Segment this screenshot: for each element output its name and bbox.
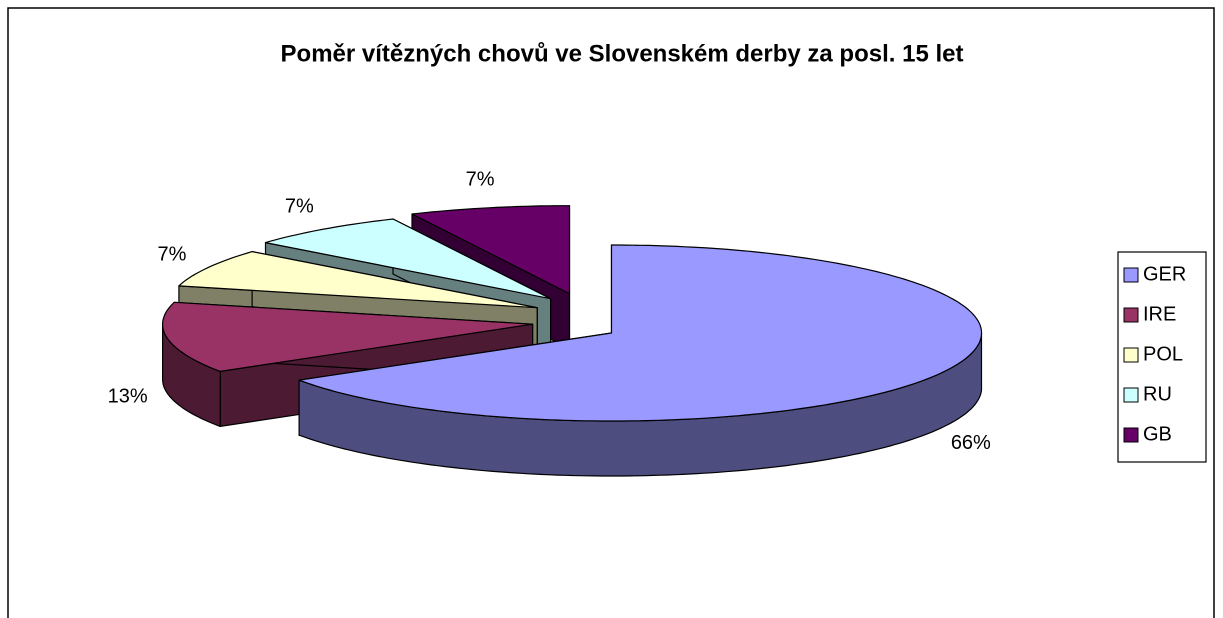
legend-label: POL <box>1143 343 1183 365</box>
data-label: 7% <box>466 169 495 191</box>
data-label: 7% <box>157 243 186 265</box>
legend-label: GB <box>1143 423 1172 445</box>
pie: 66% 13% 7% 7% 7% <box>108 169 991 477</box>
legend-label: IRE <box>1143 303 1176 325</box>
legend-swatch <box>1123 307 1139 323</box>
legend-swatch <box>1123 387 1139 403</box>
data-label: 7% <box>285 195 314 217</box>
legend-label: GER <box>1143 263 1186 285</box>
slice-top <box>411 205 571 295</box>
chart-title: Poměr vítězných chovů ve Slovenském derb… <box>281 40 964 67</box>
data-label: 13% <box>108 386 148 408</box>
slice-top <box>162 301 534 372</box>
legend-label: RU <box>1143 383 1172 405</box>
data-label: 66% <box>951 432 991 454</box>
legend-swatch <box>1123 427 1139 443</box>
slice-top <box>178 251 538 309</box>
slice-top <box>264 218 552 300</box>
legend-swatch <box>1123 347 1139 363</box>
legend: GER IRE POL RU GB <box>1123 263 1186 445</box>
legend-swatch <box>1123 267 1139 283</box>
slice-top <box>298 244 983 422</box>
